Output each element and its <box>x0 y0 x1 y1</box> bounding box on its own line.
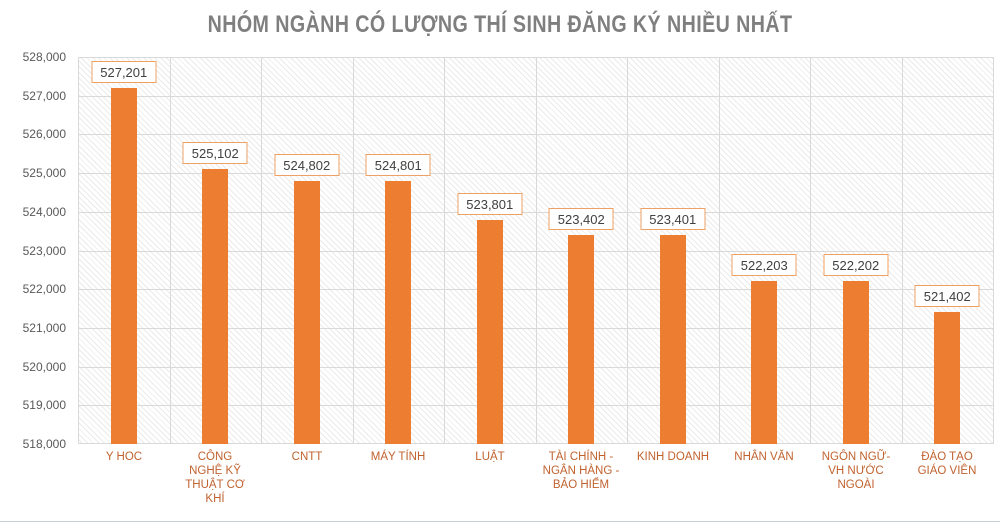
x-axis-category-label: ĐÀO TẠO GIÁO VIÊN <box>899 450 995 478</box>
gridline-vertical <box>627 57 628 444</box>
gridline-horizontal <box>78 367 993 368</box>
bar <box>111 88 137 444</box>
gridline-vertical <box>261 57 262 444</box>
gridline-horizontal <box>78 328 993 329</box>
gridline-vertical <box>810 57 811 444</box>
bar <box>660 235 686 444</box>
x-axis-label-line: ĐÀO TẠO <box>921 451 973 463</box>
x-axis-category-label: MÁY TÍNH <box>350 450 446 464</box>
gridline-horizontal <box>78 405 993 406</box>
data-label: 523,801 <box>457 193 523 215</box>
x-axis-label-line: Y HOC <box>105 451 143 463</box>
x-axis-label-line: BẢO HIỂM <box>552 479 610 491</box>
y-axis-tick-label: 518,000 <box>22 437 66 451</box>
x-axis-label-line: KINH DOANH <box>636 451 710 463</box>
bar <box>568 235 594 444</box>
x-axis-label-line: MÁY TÍNH <box>370 451 426 463</box>
data-label: 522,203 <box>731 254 797 276</box>
x-axis-label-line: CÔNG <box>197 451 233 463</box>
gridline-vertical <box>902 57 903 444</box>
bar <box>751 281 777 444</box>
gridline-vertical <box>993 57 994 444</box>
gridline-vertical <box>353 57 354 444</box>
x-axis-label-line: GIÁO VIÊN <box>917 465 977 477</box>
gridline-vertical <box>719 57 720 444</box>
y-axis-tick-label: 521,000 <box>22 321 66 335</box>
y-axis-tick-label: 527,000 <box>22 89 66 103</box>
x-axis-category-label: NGÔN NGỮ- VH NƯỚC NGOÀI <box>808 450 904 492</box>
y-axis-tick-label: 526,000 <box>22 127 66 141</box>
data-label: 523,401 <box>640 208 706 230</box>
y-axis-tick-label: 528,000 <box>22 50 66 64</box>
x-axis-label-line: VH NƯỚC <box>828 465 884 477</box>
bar <box>843 281 869 444</box>
gridline-vertical <box>444 57 445 444</box>
x-axis-label-line: NGÔN NGỮ- <box>821 451 891 463</box>
y-axis-tick-label: 525,000 <box>22 166 66 180</box>
x-axis-category-label: CÔNG NGHỆ KỸ THUẬT CƠ KHÍ <box>167 450 263 506</box>
y-axis-tick-label: 522,000 <box>22 282 66 296</box>
x-axis-category-label: KINH DOANH <box>625 450 721 464</box>
data-label: 523,402 <box>548 208 614 230</box>
x-axis-label-line: LUẬT <box>475 451 505 463</box>
x-axis-label-line: NGHỆ KỸ <box>189 465 241 477</box>
y-axis-tick-label: 524,000 <box>22 205 66 219</box>
y-axis-tick-label: 523,000 <box>22 244 66 258</box>
data-label: 524,801 <box>365 154 431 176</box>
y-axis-tick-label: 519,000 <box>22 398 66 412</box>
bar <box>202 169 228 444</box>
x-axis-category-label: CNTT <box>259 450 355 464</box>
x-axis-label-line: CNTT <box>291 451 323 463</box>
x-axis-category-label: LUẬT <box>442 450 538 464</box>
x-axis-label-line: NGOÀI <box>837 479 875 491</box>
chart-bottom-border <box>0 521 1000 522</box>
x-axis-category-label: NHÂN VĂN <box>716 450 812 464</box>
bar <box>294 181 320 444</box>
x-axis-category-label: Y HOC <box>76 450 172 464</box>
gridline-horizontal <box>78 134 993 135</box>
data-label: 527,201 <box>91 61 157 83</box>
chart-title: NHÓM NGÀNH CÓ LƯỢNG THÍ SINH ĐĂNG KÝ NHI… <box>207 11 793 38</box>
data-label: 524,802 <box>274 154 340 176</box>
gridline-horizontal <box>78 57 993 58</box>
gridline-vertical <box>170 57 171 444</box>
x-axis-label-line: KHÍ <box>205 493 225 505</box>
gridline-horizontal <box>78 96 993 97</box>
gridline-horizontal <box>78 173 993 174</box>
gridline-horizontal <box>78 212 993 213</box>
gridline-horizontal <box>78 443 993 444</box>
data-label: 525,102 <box>182 142 248 164</box>
gridline-horizontal <box>78 251 993 252</box>
data-label: 521,402 <box>914 285 980 307</box>
plot-area: 527,201 525,102 524,802 524,801 523,801 523,4… <box>78 57 994 444</box>
bar <box>934 312 960 444</box>
bar <box>385 181 411 444</box>
x-axis-label-line: TÀI CHÍNH - <box>548 451 614 463</box>
gridline-vertical <box>78 57 79 444</box>
x-axis-label-line: THUẬT CƠ <box>185 479 245 491</box>
x-axis-label-line: NGÂN HÀNG - <box>542 465 620 477</box>
y-axis-tick-label: 520,000 <box>22 360 66 374</box>
gridline-horizontal <box>78 289 993 290</box>
x-axis-label-line: NHÂN VĂN <box>734 451 794 463</box>
x-axis-category-label: TÀI CHÍNH - NGÂN HÀNG - BẢO HIỂM <box>533 450 629 492</box>
gridline-vertical <box>536 57 537 444</box>
data-label: 522,202 <box>823 254 889 276</box>
bar <box>477 220 503 444</box>
